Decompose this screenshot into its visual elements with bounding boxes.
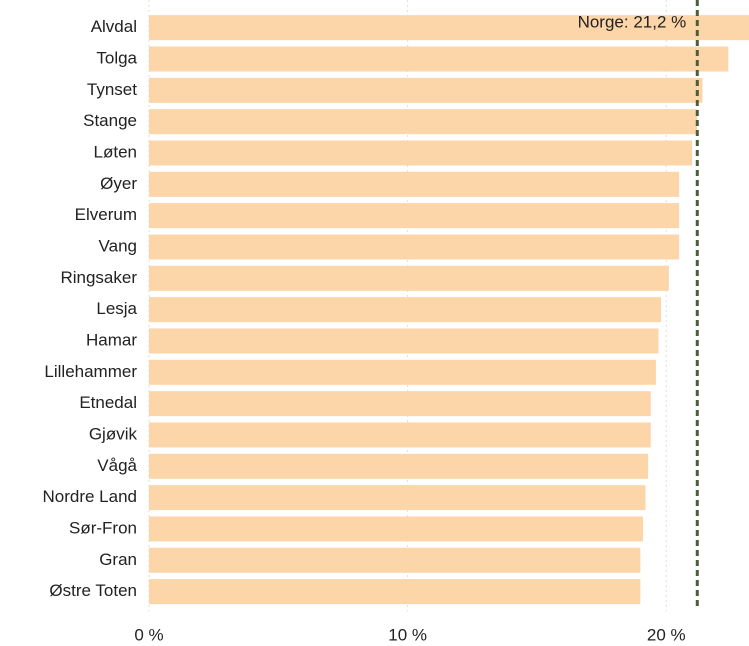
y-tick-label: Elverum: [75, 205, 137, 224]
y-tick-label: Nordre Land: [42, 487, 137, 506]
labels: 0 % 10 % 20 % Alvdal Tolga Tynset Stange Løten Ø…: [42, 0, 699, 644]
bar: [149, 171, 680, 197]
y-tick-label: Ringsaker: [60, 268, 137, 287]
x-tick-label: 10 %: [388, 625, 427, 644]
bar: [149, 328, 659, 354]
bar: [149, 46, 729, 72]
bar: [149, 77, 703, 103]
reference-label: Norge: 21,2 %: [578, 12, 687, 31]
y-tick-label: Stange: [83, 111, 137, 130]
bar: [149, 485, 646, 511]
bar: [149, 234, 680, 260]
bar: [149, 422, 651, 448]
bar: [149, 203, 680, 229]
y-tick-label: Hamar: [86, 330, 137, 349]
bar: [149, 547, 641, 573]
y-tick-label: Østre Toten: [49, 581, 137, 600]
y-tick-label: Vang: [99, 236, 137, 255]
y-tick-label: Sør-Fron: [69, 518, 137, 537]
bar: [149, 15, 749, 41]
y-tick-label: Lesja: [96, 299, 137, 318]
y-tick-label: Tynset: [87, 80, 137, 99]
bar: [149, 359, 656, 385]
bar: [149, 297, 662, 323]
y-tick-label: Etnedal: [79, 393, 137, 412]
bars: [149, 15, 749, 605]
y-tick-label: Gjøvik: [89, 424, 138, 443]
bar: [149, 140, 693, 166]
y-tick-label: Øyer: [100, 174, 137, 193]
bar: [149, 453, 649, 479]
y-tick-label: Lillehammer: [44, 362, 137, 381]
bar: [149, 391, 651, 417]
x-tick-label: 0 %: [134, 625, 163, 644]
bar: [149, 109, 698, 135]
x-tick-label: 20 %: [647, 625, 686, 644]
bar: [149, 265, 669, 291]
bar: [149, 516, 643, 542]
y-tick-label: Gran: [99, 550, 137, 569]
bar: [149, 579, 641, 605]
y-tick-label: Alvdal: [91, 17, 137, 36]
y-tick-label: Tolga: [96, 48, 137, 67]
y-tick-label: Løten: [94, 142, 137, 161]
y-tick-label: Vågå: [97, 456, 137, 475]
